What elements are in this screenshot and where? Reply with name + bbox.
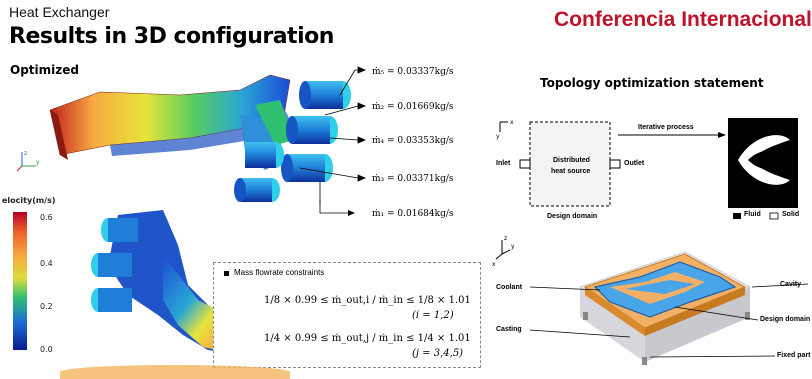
design-domain-3d-label: Design domain	[760, 316, 811, 323]
constraint-eq-1: 1/8 × 0.99 ≤ ṁ_out,i / ṁ_in ≤ 1/8 × 1.01	[264, 295, 471, 306]
solid-label: Solid	[782, 211, 800, 218]
inlet-label: Inlet	[496, 160, 511, 167]
conference-title: Conferencia Internacional	[554, 8, 812, 31]
colorbar-title: elocity(m/s)	[2, 196, 56, 205]
outlet-label: Outlet	[624, 160, 645, 167]
topology-title: Topology optimization statement	[540, 76, 764, 90]
colorbar-tick: 0.6	[40, 213, 53, 222]
outlet-cylinders	[234, 81, 351, 202]
svg-text:z: z	[504, 235, 507, 242]
flow-label-m2: ṁ₂ = 0.01669kg/s	[372, 102, 454, 112]
flow-label-m5: ṁ₅ = 0.03337kg/s	[372, 67, 454, 77]
decorative-swoosh	[60, 365, 290, 379]
constraint-cond-2: (j = 3,4,5)	[412, 348, 464, 359]
mass-constraints-box	[213, 262, 481, 368]
bullet-icon	[224, 271, 229, 276]
heat-exchanger-render-top	[49, 66, 367, 205]
section-label: Heat Exchanger	[9, 4, 110, 20]
casting-label: Casting	[496, 326, 522, 333]
svg-text:x: x	[492, 261, 496, 268]
colorbar-tick: 0.2	[40, 302, 53, 311]
svg-text:z: z	[24, 150, 27, 157]
topology-2d-diagram: x y	[496, 118, 798, 220]
colorbar-tick: 0.4	[40, 259, 53, 268]
leader-m1	[319, 200, 355, 216]
flow-label-m1: ṁ₁ = 0.01684kg/s	[372, 209, 454, 219]
design-domain-label: Design domain	[547, 213, 598, 220]
slide-title: Results in 3D configuration	[9, 24, 334, 49]
mass-constraints-title: Mass flowrate constraints	[234, 268, 325, 277]
optimized-label: Optimized	[10, 63, 79, 77]
flow-label-m3: ṁ₃ = 0.03371kg/s	[372, 174, 454, 184]
casting-3d-render: z y x	[492, 235, 809, 365]
fluid-label: Fluid	[744, 211, 761, 218]
svg-text:y: y	[36, 159, 40, 166]
heat-source-label: heat source	[551, 168, 591, 175]
distributed-label: Distributed	[553, 157, 590, 164]
constraint-eq-2: 1/4 × 0.99 ≤ ṁ_out,j / ṁ_in ≤ 1/4 × 1.01	[264, 333, 471, 344]
coolant-label: Coolant	[496, 284, 523, 291]
svg-text:y: y	[496, 133, 500, 140]
cavity-label: Cavity	[780, 281, 802, 288]
svg-text:y: y	[511, 243, 515, 250]
colorbar	[13, 212, 27, 350]
iterative-label: Iterative process	[638, 124, 694, 131]
svg-text:x: x	[510, 119, 514, 126]
colorbar-tick: 0.0	[40, 345, 53, 354]
axis-triad-left: z y	[16, 150, 40, 172]
constraint-cond-1: (i = 1,2)	[412, 310, 454, 321]
fixed-part-label: Fixed part	[777, 352, 811, 359]
flow-label-m4: ṁ₄ = 0.03353kg/s	[372, 136, 454, 146]
